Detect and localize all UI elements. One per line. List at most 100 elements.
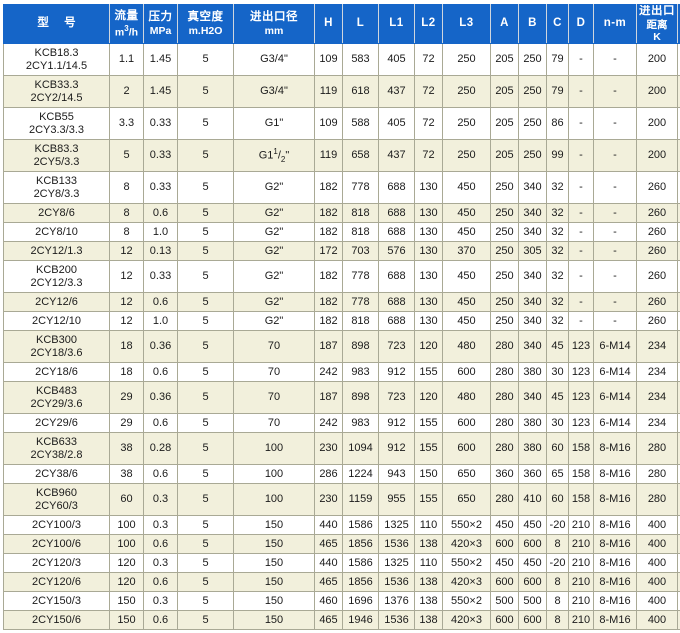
cell-A: 250 bbox=[491, 204, 519, 223]
cell-A: 450 bbox=[491, 554, 519, 573]
col-header-L1: L1 bbox=[379, 5, 415, 44]
cell-K: 260 bbox=[637, 312, 678, 331]
cell-L1: 1376 bbox=[379, 592, 415, 611]
cell-B: 360 bbox=[519, 465, 547, 484]
cell-L2: 130 bbox=[415, 312, 443, 331]
cell-B: 600 bbox=[519, 611, 547, 630]
cell-K: 260 bbox=[637, 172, 678, 204]
col-header-unit: m3/h bbox=[110, 24, 143, 39]
cell-A: 280 bbox=[491, 433, 519, 465]
cell-D: 123 bbox=[569, 382, 594, 414]
cell-D: 123 bbox=[569, 363, 594, 382]
cell-A: 600 bbox=[491, 535, 519, 554]
col-header-title: D bbox=[569, 17, 593, 31]
cell-L: 1094 bbox=[343, 433, 379, 465]
col-header-A: A bbox=[491, 5, 519, 44]
cell-L1: 405 bbox=[379, 44, 415, 76]
cell-H: 119 bbox=[315, 140, 343, 172]
cell-L1: 723 bbox=[379, 331, 415, 363]
cell-L3: 480 bbox=[443, 331, 491, 363]
col-header-title: 压力 bbox=[144, 11, 177, 25]
cell-nm: - bbox=[594, 312, 637, 331]
col-header-nm: n-m bbox=[594, 5, 637, 44]
cell-D: 210 bbox=[569, 573, 594, 592]
cell-L: 818 bbox=[343, 204, 379, 223]
cell-A: 280 bbox=[491, 382, 519, 414]
cell-D: - bbox=[569, 140, 594, 172]
cell-H: 187 bbox=[315, 382, 343, 414]
cell-C: -20 bbox=[547, 554, 569, 573]
cell-nm: 8-M16 bbox=[594, 516, 637, 535]
cell-flow: 120 bbox=[110, 554, 144, 573]
cell-nm: - bbox=[594, 76, 637, 108]
cell-C: 32 bbox=[547, 204, 569, 223]
cell-K: 234 bbox=[637, 382, 678, 414]
cell-H: 119 bbox=[315, 76, 343, 108]
cell-port: 150 bbox=[234, 535, 315, 554]
col-header-model: 型 号 bbox=[4, 5, 110, 44]
cell-L: 818 bbox=[343, 223, 379, 242]
cell-C: 45 bbox=[547, 382, 569, 414]
cell-model: 2CY100/3 bbox=[4, 516, 110, 535]
cell-L1: 1325 bbox=[379, 516, 415, 535]
cell-port: G3/4" bbox=[234, 76, 315, 108]
cell-L2: 110 bbox=[415, 516, 443, 535]
cell-H: 460 bbox=[315, 592, 343, 611]
cell-A: 205 bbox=[491, 76, 519, 108]
cell-A: 250 bbox=[491, 223, 519, 242]
cell-port: G2" bbox=[234, 242, 315, 261]
cell-nm: 6-M14 bbox=[594, 382, 637, 414]
col-header-title: L2 bbox=[415, 17, 442, 31]
cell-port: G2" bbox=[234, 223, 315, 242]
cell-vac: 5 bbox=[178, 433, 234, 465]
cell-L3: 480 bbox=[443, 382, 491, 414]
cell-vac: 5 bbox=[178, 573, 234, 592]
cell-L: 658 bbox=[343, 140, 379, 172]
cell-A: 360 bbox=[491, 465, 519, 484]
cell-flow: 3.3 bbox=[110, 108, 144, 140]
cell-flow: 2 bbox=[110, 76, 144, 108]
cell-C: 8 bbox=[547, 592, 569, 611]
cell-D: - bbox=[569, 44, 594, 76]
col-header-title: 进出口 bbox=[637, 5, 677, 19]
cell-L1: 723 bbox=[379, 382, 415, 414]
col-header-unit: m.H2O bbox=[178, 25, 233, 37]
cell-press: 0.6 bbox=[144, 414, 178, 433]
cell-L1: 955 bbox=[379, 484, 415, 516]
cell-L2: 155 bbox=[415, 363, 443, 382]
cell-model: 2CY12/1.3 bbox=[4, 242, 110, 261]
cell-L3: 450 bbox=[443, 172, 491, 204]
cell-L1: 943 bbox=[379, 465, 415, 484]
cell-L2: 130 bbox=[415, 242, 443, 261]
cell-L2: 110 bbox=[415, 554, 443, 573]
cell-vac: 5 bbox=[178, 312, 234, 331]
cell-L1: 1536 bbox=[379, 573, 415, 592]
cell-C: 30 bbox=[547, 363, 569, 382]
cell-press: 1.45 bbox=[144, 76, 178, 108]
cell-model: 2CY18/6 bbox=[4, 363, 110, 382]
cell-A: 500 bbox=[491, 592, 519, 611]
cell-vac: 5 bbox=[178, 223, 234, 242]
cell-L1: 912 bbox=[379, 363, 415, 382]
cell-flow: 1.1 bbox=[110, 44, 144, 76]
cell-port: G2" bbox=[234, 312, 315, 331]
cell-flow: 8 bbox=[110, 204, 144, 223]
cell-L: 1946 bbox=[343, 611, 379, 630]
cell-B: 500 bbox=[519, 592, 547, 611]
cell-model: 2CY12/6 bbox=[4, 293, 110, 312]
cell-model: 2CY38/6 bbox=[4, 465, 110, 484]
cell-L2: 150 bbox=[415, 465, 443, 484]
cell-L3: 420×3 bbox=[443, 611, 491, 630]
cell-L: 1159 bbox=[343, 484, 379, 516]
cell-L3: 250 bbox=[443, 44, 491, 76]
cell-K: 400 bbox=[637, 573, 678, 592]
cell-D: 210 bbox=[569, 611, 594, 630]
